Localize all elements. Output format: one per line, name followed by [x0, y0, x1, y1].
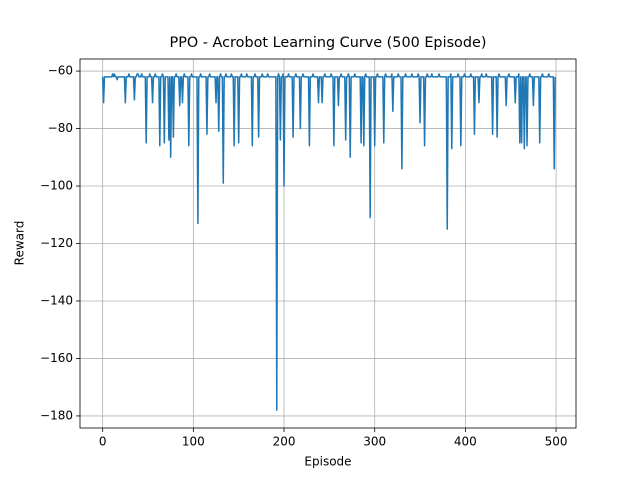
data-line	[101, 73, 556, 411]
y-tick-label: −180	[40, 408, 73, 422]
y-tick-label: −60	[48, 64, 73, 78]
x-tick-label: 0	[99, 435, 107, 449]
y-tick-label: −80	[48, 121, 73, 135]
plot-frame	[79, 58, 577, 429]
x-tick-label: 400	[454, 435, 477, 449]
x-axis-label: Episode	[304, 455, 351, 469]
y-tick-label: −160	[40, 351, 73, 365]
x-tick-label: 100	[182, 435, 205, 449]
y-axis-label: Reward	[13, 221, 27, 266]
y-tick-label: −140	[40, 293, 73, 307]
chart-title: PPO - Acrobot Learning Curve (500 Episod…	[170, 35, 487, 51]
y-tick-label: −120	[40, 236, 73, 250]
x-tick-label: 500	[545, 435, 568, 449]
y-tick-label: −100	[40, 179, 73, 193]
x-tick-label: 300	[363, 435, 386, 449]
x-tick-label: 200	[273, 435, 296, 449]
